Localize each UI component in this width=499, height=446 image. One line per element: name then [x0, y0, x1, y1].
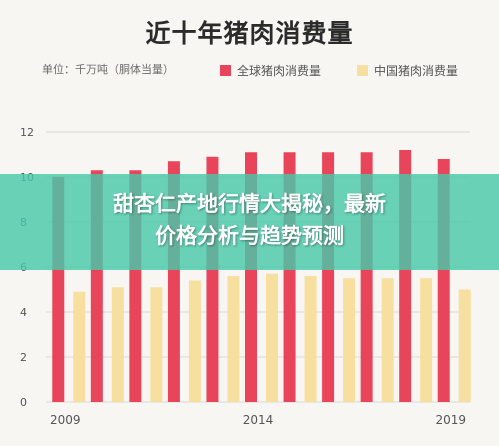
y-tick-label: 12: [20, 126, 34, 139]
banner-headline: 甜杏仁产地行情大揭秘，最新 价格分析与趋势预测: [113, 192, 386, 248]
x-tick-label: 2019: [435, 413, 466, 427]
bar-china: [111, 287, 124, 402]
y-tick-label: 4: [20, 306, 27, 319]
legend-item-china: 中国猪肉消费量: [357, 62, 458, 79]
bar-china: [266, 273, 278, 402]
legend-swatch-global: [220, 65, 231, 76]
bar-china: [381, 278, 394, 402]
legend-swatch-china: [357, 65, 368, 76]
bar-china: [227, 276, 240, 402]
bar-china: [73, 291, 86, 402]
bar-china: [343, 278, 356, 402]
bar-china: [458, 289, 471, 402]
overlay-banner: 甜杏仁产地行情大揭秘，最新 价格分析与趋势预测: [0, 174, 499, 270]
legend-label-global: 全球猪肉消费量: [237, 64, 322, 78]
y-tick-label: 2: [20, 351, 27, 364]
x-tick-label: 2009: [50, 413, 81, 427]
unit-label: 单位：千万吨（胴体当量）: [42, 63, 174, 76]
x-tick-label: 2014: [243, 413, 274, 427]
bar-china: [188, 280, 201, 402]
bar-china: [304, 276, 317, 402]
y-tick-label: 0: [20, 396, 27, 409]
legend-label-china: 中国猪肉消费量: [374, 64, 459, 78]
chart-title: 近十年猪肉消费量: [145, 19, 354, 48]
bar-china: [420, 278, 433, 402]
bar-china: [150, 287, 163, 402]
legend-item-global: 全球猪肉消费量: [220, 62, 321, 79]
